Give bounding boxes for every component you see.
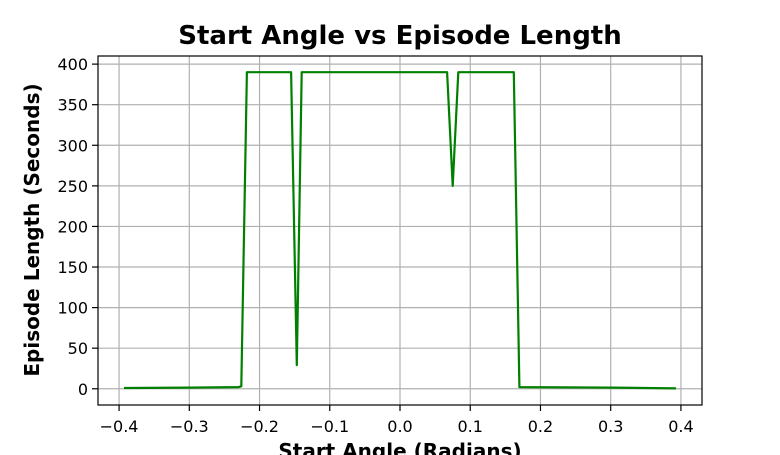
series-layer (123, 71, 677, 390)
y-tick-label: 300 (57, 136, 88, 155)
y-tick-label: 100 (57, 299, 88, 318)
x-tick-label: 0.4 (668, 417, 693, 436)
grid (98, 56, 702, 405)
ticks: −0.4 −0.3 −0.2 −0.1 0.0 0.1 0.2 0.3 0.4 0 50 100 150… (57, 55, 693, 436)
x-tick-label: 0.0 (387, 417, 412, 436)
x-tick-label: −0.2 (240, 417, 279, 436)
x-tick-label: 0.1 (458, 417, 483, 436)
x-tick-label: −0.1 (310, 417, 349, 436)
y-tick-label: 0 (78, 380, 88, 399)
series-line (123, 71, 677, 390)
y-tick-label: 250 (57, 177, 88, 196)
x-axis-label: Start Angle (Radians) (278, 439, 521, 455)
y-tick-label: 400 (57, 55, 88, 74)
x-tick-label: −0.3 (170, 417, 209, 436)
chart-title: Start Angle vs Episode Length (178, 21, 622, 51)
y-tick-label: 350 (57, 96, 88, 115)
y-tick-label: 50 (68, 339, 88, 358)
y-axis-label: Episode Length (Seconds) (20, 83, 44, 376)
y-tick-label: 150 (57, 258, 88, 277)
y-tick-label: 200 (57, 217, 88, 236)
x-tick-label: 0.2 (528, 417, 553, 436)
x-tick-label: −0.4 (100, 417, 139, 436)
x-tick-label: 0.3 (598, 417, 623, 436)
